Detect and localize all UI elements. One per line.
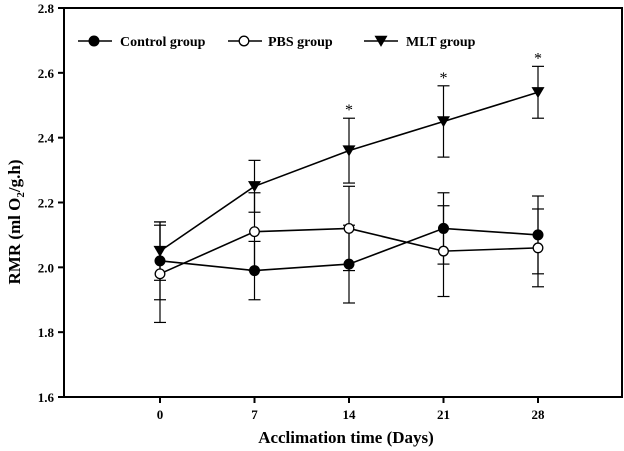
- significance-star: *: [440, 70, 448, 87]
- legend-label-mlt-group: MLT group: [406, 35, 476, 50]
- significance-star: *: [345, 102, 353, 119]
- x-tick-label: 7: [251, 407, 258, 422]
- mlt-group-point: [437, 116, 450, 128]
- y-axis-title-main: RMR (ml O: [5, 198, 24, 285]
- pbs-group-point: [438, 245, 449, 257]
- legend-label-pbs-group: PBS group: [268, 35, 333, 50]
- legend-label-control-group: Control group: [120, 35, 206, 50]
- y-tick-label: 2.8: [38, 1, 55, 16]
- data-markers: [153, 87, 545, 280]
- mlt-group-point: [342, 145, 356, 157]
- control-group-point: [438, 222, 449, 234]
- x-tick-label: 21: [437, 407, 450, 422]
- pbs-group-point: [154, 268, 166, 280]
- y-axis-title-subscript: 2: [15, 192, 27, 198]
- x-tick-label: 14: [343, 407, 357, 422]
- y-axis-title-tail: /g.h): [5, 160, 24, 194]
- x-tick-label: 28: [532, 407, 546, 422]
- y-tick-label: 1.6: [38, 390, 55, 405]
- x-axis-title: Acclimation time (Days): [258, 428, 434, 447]
- y-tick-label: 2.0: [38, 260, 54, 275]
- control-group-point: [343, 258, 355, 270]
- x-tick-label: 0: [157, 407, 164, 422]
- pbs-group-point: [249, 226, 260, 238]
- control-group-point: [249, 265, 260, 277]
- legend-marker-mlt-group: [374, 35, 388, 47]
- chart-axes: 1.6 1.8 2.0 2.2 2.4 2.6 2.8 0 7 14 21 28: [38, 1, 623, 422]
- legend-marker-control-group: [88, 35, 100, 47]
- mlt-group-point: [153, 245, 167, 257]
- control-group-point: [154, 255, 166, 267]
- y-tick-label: 2.4: [38, 131, 55, 146]
- control-group-point: [532, 229, 544, 241]
- mlt-group-point: [248, 181, 261, 193]
- significance-star: *: [534, 50, 542, 67]
- y-axis-title: RMR (ml O2/g.h): [5, 160, 27, 285]
- mlt-group-point: [531, 87, 545, 99]
- pbs-group-point: [532, 242, 544, 254]
- legend-marker-pbs-group: [238, 35, 250, 47]
- y-tick-label: 1.8: [38, 325, 55, 340]
- y-tick-label: 2.2: [38, 196, 54, 211]
- significance-markers: * * *: [345, 50, 542, 119]
- pbs-group-point: [343, 222, 355, 234]
- y-tick-label: 2.6: [38, 66, 55, 81]
- legend: Control group PBS group MLT group: [78, 35, 476, 50]
